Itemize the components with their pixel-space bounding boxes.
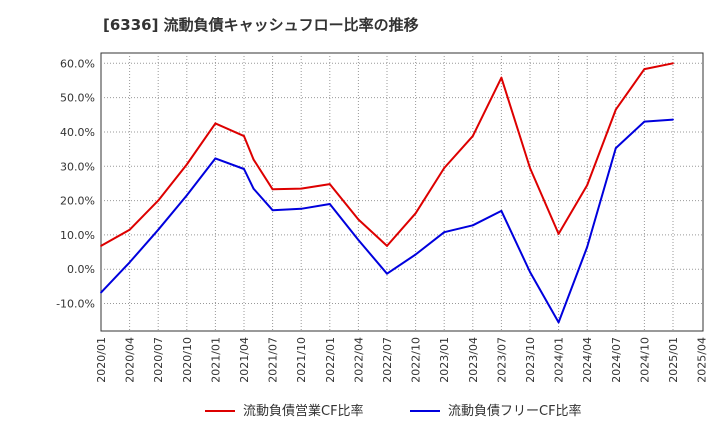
data-point xyxy=(672,62,674,65)
plot-frame xyxy=(100,52,704,332)
data-point xyxy=(586,184,589,187)
y-tick-label: 50.0% xyxy=(60,92,95,105)
x-tick-label: 2022/01 xyxy=(324,337,337,383)
data-point xyxy=(500,76,503,79)
data-point xyxy=(357,218,360,221)
data-point xyxy=(500,209,503,212)
data-point xyxy=(414,253,417,256)
legend: 流動負債営業CF比率 流動負債フリーCF比率 xyxy=(205,403,582,419)
data-point xyxy=(586,246,589,248)
y-tick-label: -10.0% xyxy=(56,298,95,311)
data-point xyxy=(672,118,674,121)
x-axis: 2020/01 2020/04 2020/07 2020/10 2021/01 2021/… xyxy=(95,337,709,383)
data-point xyxy=(557,232,560,235)
data-point xyxy=(252,187,255,190)
x-tick-label: 2023/07 xyxy=(495,337,508,383)
data-point xyxy=(643,120,646,123)
x-tick-label: 2025/01 xyxy=(667,337,680,383)
x-tick-label: 2020/04 xyxy=(124,337,137,383)
data-point xyxy=(214,157,217,160)
data-point xyxy=(443,231,446,234)
data-point xyxy=(614,147,617,149)
grid-lines xyxy=(101,53,703,331)
x-tick-label: 2022/07 xyxy=(381,337,394,383)
data-point xyxy=(128,261,131,264)
data-point xyxy=(557,321,560,324)
data-point xyxy=(300,207,303,210)
data-point xyxy=(157,228,160,231)
x-tick-label: 2021/10 xyxy=(295,337,308,383)
data-point xyxy=(357,239,360,241)
data-point xyxy=(243,168,245,170)
data-point xyxy=(128,228,131,231)
series-line-2 xyxy=(100,118,674,324)
data-point xyxy=(243,135,245,137)
data-point xyxy=(185,194,188,197)
legend-label: 流動負債フリーCF比率 xyxy=(448,403,582,419)
x-tick-label: 2022/10 xyxy=(410,337,423,383)
data-point xyxy=(157,199,160,202)
chart-title: [6336] 流動負債キャッシュフロー比率の推移 xyxy=(103,16,419,34)
series-line-1 xyxy=(100,62,674,247)
x-tick-label: 2022/04 xyxy=(352,337,365,383)
x-tick-label: 2020/07 xyxy=(152,337,165,383)
x-tick-label: 2023/04 xyxy=(467,337,480,383)
x-tick-label: 2021/01 xyxy=(209,337,222,383)
data-point xyxy=(100,244,102,247)
data-point xyxy=(443,167,446,169)
data-point xyxy=(529,167,531,169)
series-lines xyxy=(100,62,674,324)
x-tick-label: 2023/10 xyxy=(524,337,537,383)
data-point xyxy=(214,122,217,125)
y-tick-label: 40.0% xyxy=(60,126,95,139)
y-tick-label: 0.0% xyxy=(67,263,95,276)
data-point xyxy=(271,209,274,212)
data-point xyxy=(471,224,474,227)
y-axis: 60.0% 50.0% 40.0% 30.0% 20.0% 10.0% 0.0% -10.0% xyxy=(56,57,95,310)
x-tick-label: 2021/07 xyxy=(267,337,280,383)
legend-label: 流動負債営業CF比率 xyxy=(243,403,364,419)
plot-area xyxy=(100,52,704,332)
x-tick-label: 2020/01 xyxy=(95,337,108,383)
data-point xyxy=(300,187,303,190)
x-tick-label: 2024/01 xyxy=(553,337,566,383)
data-point xyxy=(414,212,417,215)
data-point xyxy=(643,68,646,71)
data-point xyxy=(328,183,331,186)
y-tick-label: 30.0% xyxy=(60,160,95,173)
data-point xyxy=(386,244,388,247)
x-tick-label: 2023/01 xyxy=(438,337,451,383)
data-point xyxy=(386,272,388,275)
data-point xyxy=(185,163,188,166)
x-tick-label: 2021/04 xyxy=(238,337,251,383)
data-point xyxy=(328,203,331,205)
x-tick-label: 2024/10 xyxy=(638,337,651,383)
x-tick-label: 2025/04 xyxy=(696,337,709,383)
data-point xyxy=(100,291,102,294)
x-tick-label: 2024/04 xyxy=(581,337,594,383)
x-tick-label: 2020/10 xyxy=(181,337,194,383)
y-tick-label: 20.0% xyxy=(60,195,95,208)
data-point xyxy=(252,158,255,161)
x-tick-label: 2024/07 xyxy=(610,337,623,383)
y-tick-label: 60.0% xyxy=(60,57,95,70)
data-point xyxy=(471,135,474,137)
data-point xyxy=(271,188,274,191)
data-point xyxy=(614,108,617,111)
data-point xyxy=(529,271,531,273)
y-tick-label: 10.0% xyxy=(60,229,95,242)
